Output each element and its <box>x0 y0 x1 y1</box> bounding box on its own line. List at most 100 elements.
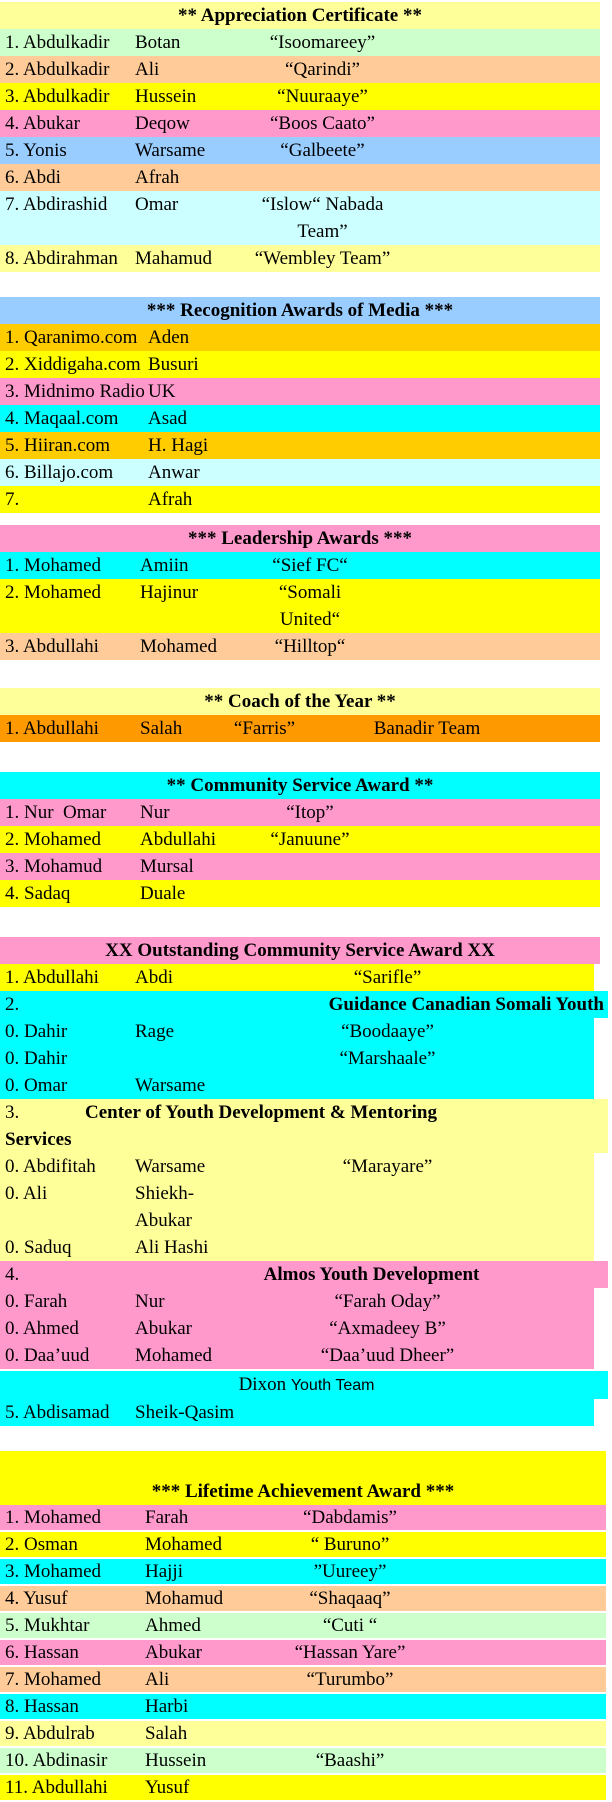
recipient-surname: Omar <box>135 194 179 215</box>
recipient-number-name: 8. Hassan <box>5 1696 79 1717</box>
recipient-surname: Mursal <box>140 856 194 877</box>
award-row: 5. Hiiran.com H. Hagi <box>0 432 600 459</box>
recipient-surname: Mahamud <box>135 248 213 269</box>
section-community-service-award: ** Community Service Award ** 1. Nur Oma… <box>0 772 612 907</box>
recipient-number-name: 0. Ali <box>5 1183 48 1204</box>
recipient-nickname: “Cuti “ <box>322 1615 378 1636</box>
award-row: 2. Mohamed Hajinur “Somali United“ <box>0 579 600 633</box>
recipient-surname: Rage <box>135 1021 175 1042</box>
recipient-surname: Nur <box>140 802 170 823</box>
recipient-number-name: 1. Abdulkadir <box>5 32 110 53</box>
organization-name: Almos Youth Development <box>263 1264 480 1285</box>
recipient-number-name: 7. <box>5 489 20 510</box>
recipient-surname: Duale <box>140 883 186 904</box>
recipient-nickname: “Sarifle” <box>353 967 422 988</box>
award-row: 0. Ahmed Abukar “Axmadeey B” <box>0 1315 594 1342</box>
award-row: 9. Abdulrab Salah <box>0 1721 606 1746</box>
recipient-nickname <box>260 1234 515 1261</box>
recipient-number: 4. <box>5 1264 20 1285</box>
recipient-number-name: 6. Hassan <box>5 1642 79 1663</box>
recipient-nickname: “Nuuraaye” <box>277 86 368 107</box>
recipient-surname: Shiekh- Abukar <box>135 1183 195 1231</box>
recipient-nickname: “Marshaale” <box>339 1048 436 1069</box>
recipient-number-name: 7. Abdirashid <box>5 194 108 215</box>
recipient-surname: Ali <box>145 1669 170 1690</box>
recipient-number-name: 5. Yonis <box>5 140 67 161</box>
recipient-number-name: 0. Daa’uud <box>5 1345 90 1366</box>
recipient-number-name: 7. Mohamed <box>5 1669 102 1690</box>
section-title: XX Outstanding Community Service Award X… <box>0 937 600 964</box>
recipient-nickname: “ Buruno” <box>310 1534 390 1555</box>
recipient-number-name: 0. Saduq <box>5 1237 72 1258</box>
section-header-block: *** Lifetime Achievement Award *** <box>0 1451 606 1505</box>
award-row: 1. Abdullahi Abdi “Sarifle” <box>0 964 594 991</box>
recipient-number-name: 1. Nur Omar <box>5 802 107 823</box>
section-recognition-awards-media: *** Recognition Awards of Media *** 1. Q… <box>0 297 612 513</box>
award-row: 3. Mohamud Mursal <box>0 853 600 880</box>
recipient-nickname: “Turumbo” <box>306 1669 394 1690</box>
organization-line1: 3. Center of Youth Development & Mentorin… <box>5 1099 608 1126</box>
recipient-number-name: 3. Midnimo Radio <box>5 381 145 402</box>
organization-row: 2. Guidance Canadian Somali Youth <box>0 991 608 1018</box>
recipient-nickname: “Hilltop“ <box>274 636 346 657</box>
team-name-part1: Dixon <box>238 1374 291 1395</box>
recipient-surname: Sheik-Qasim <box>135 1402 235 1423</box>
recipient-number-name: 3. Mohamud <box>5 856 103 877</box>
section-rows: 1. Abdulkadir Botan “Isoomareey” 2. Abdulka… <box>0 29 612 272</box>
recipient-surname: Abdi <box>135 967 173 988</box>
recipient-surname: Abukar <box>135 1318 192 1339</box>
section-outstanding-community-service-award: XX Outstanding Community Service Award X… <box>0 937 612 1426</box>
recipient-number-name: 3. Abdullahi <box>5 636 99 657</box>
recipient-number-name: 2. Osman <box>5 1534 78 1555</box>
recipient-surname: Nur <box>135 1291 165 1312</box>
section-coach-of-the-year: ** Coach of the Year ** 1. Abdullahi Sala… <box>0 688 612 742</box>
recipient-nickname: “Boos Caato” <box>269 113 375 134</box>
award-row: 0. Abdifitah Warsame “Marayare” <box>0 1153 594 1180</box>
recipient-number-name: 2. Mohamed <box>5 582 102 603</box>
award-row: 1. Abdulkadir Botan “Isoomareey” <box>0 29 600 56</box>
award-row: 0. Farah Nur “Farah Oday” <box>0 1288 594 1315</box>
recipient-nickname <box>250 1721 450 1746</box>
recipient-surname: H. Hagi <box>148 435 209 456</box>
award-row: 1. Mohamed Farah “Dabdamis” <box>0 1505 606 1530</box>
recipient-surname: Warsame <box>135 1156 206 1177</box>
award-row: 0. Dahir “Marshaale” <box>0 1045 594 1072</box>
recipient-number-name: 3. Abdulkadir <box>5 86 110 107</box>
award-row: 6. Abdi Afrah <box>0 164 600 191</box>
recipient-number-name: 4. Abukar <box>5 113 80 134</box>
recipient-surname: Harbi <box>145 1696 189 1717</box>
recipient-surname: Abukar <box>145 1642 202 1663</box>
recipient-number-name: 1. Mohamed <box>5 555 102 576</box>
recipient-surname: Ali <box>135 59 160 80</box>
recipient-number-name: 0. Dahir <box>5 1021 68 1042</box>
recipient-nickname <box>245 853 375 880</box>
award-row: 7. Abdirashid Omar “Islow“ Nabada Team” <box>0 191 600 245</box>
award-row: 6. Billajo.com Anwar <box>0 459 600 486</box>
recipient-surname: UK <box>148 381 176 402</box>
recipient-nickname <box>245 880 375 907</box>
organization-name: Center of Youth Development & Mentoring <box>85 1102 437 1123</box>
recipient-nickname: “Baashi” <box>315 1750 385 1771</box>
organization-name-continued: Services <box>5 1129 72 1150</box>
recipient-nickname: “Islow“ Nabada Team” <box>261 194 384 242</box>
recipient-number-name: 0. Dahir <box>5 1048 68 1069</box>
award-row: 4. Maqaal.com Asad <box>0 405 600 432</box>
recipient-number-name: 2. Mohamed <box>5 829 102 850</box>
recipient-surname: Afrah <box>135 167 180 188</box>
recipient-surname: Abdullahi <box>140 829 216 850</box>
recipient-nickname: “Januune” <box>270 829 350 850</box>
award-row: 1. Qaranimo.com Aden <box>0 324 600 351</box>
blank-line <box>0 1451 606 1478</box>
award-row: 5. Abdisamad Sheik-Qasim <box>0 1399 594 1426</box>
recipient-nickname: “Shaqaaq” <box>309 1588 391 1609</box>
recipient-surname: Warsame <box>135 140 206 161</box>
recipient-surname: Deqow <box>135 113 190 134</box>
recipient-nickname: “Daa’uud Dheer” <box>320 1345 455 1366</box>
recipient-nickname: “Galbeete” <box>280 140 365 161</box>
award-row: 4. Sadaq Duale <box>0 880 600 907</box>
recipient-number-name: 11. Abdullahi <box>5 1777 108 1798</box>
recipient-surname: Hajji <box>145 1561 183 1582</box>
award-row: 7. Mohamed Ali “Turumbo” <box>0 1667 606 1692</box>
recipient-nickname <box>260 1072 515 1099</box>
